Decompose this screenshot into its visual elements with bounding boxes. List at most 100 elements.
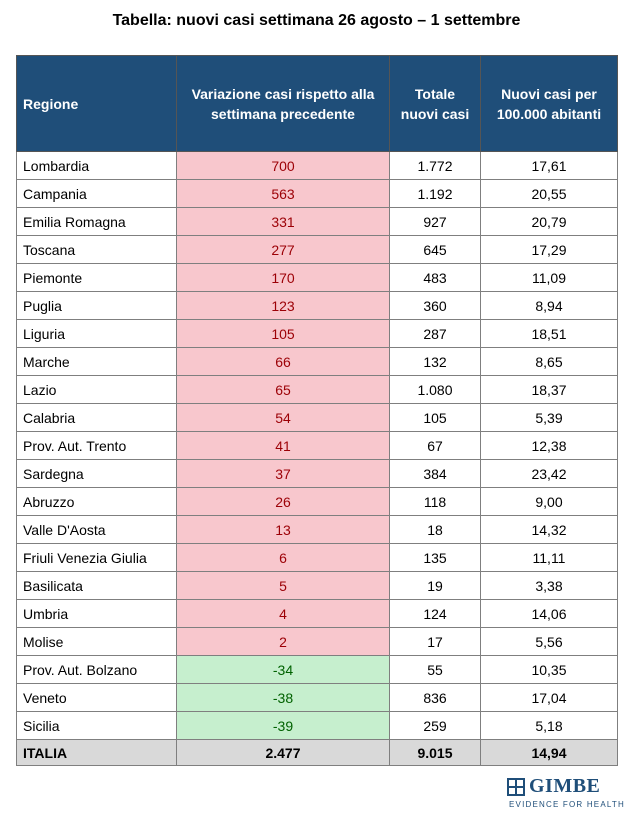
cell-variazione: 65 bbox=[176, 375, 390, 404]
cell-variazione: 6 bbox=[176, 543, 390, 572]
table-row: Lombardia 700 1.772 17,61 bbox=[16, 151, 618, 180]
cell-totale: 19 bbox=[389, 571, 481, 600]
cell-per100k: 20,55 bbox=[480, 179, 618, 208]
table-row: Prov. Aut. Bolzano -34 55 10,35 bbox=[16, 655, 618, 684]
cell-variazione: 26 bbox=[176, 487, 390, 516]
cell-variazione: 41 bbox=[176, 431, 390, 460]
cell-regione: Prov. Aut. Bolzano bbox=[16, 655, 177, 684]
cell-regione: Liguria bbox=[16, 319, 177, 348]
cell-regione: Friuli Venezia Giulia bbox=[16, 543, 177, 572]
table-row: Abruzzo 26 118 9,00 bbox=[16, 487, 618, 516]
cell-regione: Lazio bbox=[16, 375, 177, 404]
table-row: Marche 66 132 8,65 bbox=[16, 347, 618, 376]
cell-variazione: 5 bbox=[176, 571, 390, 600]
logo-name: GIMBE bbox=[529, 775, 601, 797]
cell-per100k: 10,35 bbox=[480, 655, 618, 684]
cell-regione: Campania bbox=[16, 179, 177, 208]
cell-variazione: 66 bbox=[176, 347, 390, 376]
cell-regione: Valle D'Aosta bbox=[16, 515, 177, 544]
cell-regione: Marche bbox=[16, 347, 177, 376]
cell-totale: 17 bbox=[389, 627, 481, 656]
cell-per100k: 5,39 bbox=[480, 403, 618, 432]
cell-totale: 135 bbox=[389, 543, 481, 572]
cell-per100k: 3,38 bbox=[480, 571, 618, 600]
table-row: Emilia Romagna 331 927 20,79 bbox=[16, 207, 618, 236]
cell-per100k: 9,00 bbox=[480, 487, 618, 516]
total-variazione: 2.477 bbox=[176, 739, 390, 766]
cell-totale: 287 bbox=[389, 319, 481, 348]
cell-variazione: -38 bbox=[176, 683, 390, 712]
cell-per100k: 11,09 bbox=[480, 263, 618, 292]
cell-variazione: 563 bbox=[176, 179, 390, 208]
total-totale: 9.015 bbox=[389, 739, 481, 766]
cell-per100k: 5,18 bbox=[480, 711, 618, 740]
cell-per100k: 14,32 bbox=[480, 515, 618, 544]
cell-totale: 55 bbox=[389, 655, 481, 684]
cell-per100k: 8,65 bbox=[480, 347, 618, 376]
cell-regione: Emilia Romagna bbox=[16, 207, 177, 236]
cell-totale: 836 bbox=[389, 683, 481, 712]
cell-regione: Veneto bbox=[16, 683, 177, 712]
cell-totale: 67 bbox=[389, 431, 481, 460]
table-row: Sardegna 37 384 23,42 bbox=[16, 459, 618, 488]
table-row: Puglia 123 360 8,94 bbox=[16, 291, 618, 320]
cell-per100k: 18,51 bbox=[480, 319, 618, 348]
cell-variazione: 170 bbox=[176, 263, 390, 292]
cell-variazione: 700 bbox=[176, 151, 390, 180]
header-per100k: Nuovi casi per 100.000 abitanti bbox=[480, 55, 618, 152]
cell-totale: 384 bbox=[389, 459, 481, 488]
gimbe-logo: GIMBE EVIDENCE FOR HEALTH bbox=[507, 775, 624, 812]
table-body: Lombardia 700 1.772 17,61 Campania 563 1.192 20… bbox=[16, 151, 618, 740]
cell-variazione: 123 bbox=[176, 291, 390, 320]
table-row: Friuli Venezia Giulia 6 135 11,11 bbox=[16, 543, 618, 572]
cell-regione: Sardegna bbox=[16, 459, 177, 488]
cell-totale: 483 bbox=[389, 263, 481, 292]
cell-regione: Umbria bbox=[16, 599, 177, 628]
logo-tagline: EVIDENCE FOR HEALTH bbox=[509, 800, 625, 809]
cell-regione: Basilicata bbox=[16, 571, 177, 600]
total-regione: ITALIA bbox=[16, 739, 177, 766]
cell-variazione: 13 bbox=[176, 515, 390, 544]
cell-regione: Calabria bbox=[16, 403, 177, 432]
table-row: Lazio 65 1.080 18,37 bbox=[16, 375, 618, 404]
cell-variazione: 37 bbox=[176, 459, 390, 488]
cell-totale: 118 bbox=[389, 487, 481, 516]
cell-variazione: 54 bbox=[176, 403, 390, 432]
cell-per100k: 12,38 bbox=[480, 431, 618, 460]
cell-per100k: 5,56 bbox=[480, 627, 618, 656]
covid-cases-table: Regione Variazione casi rispetto alla se… bbox=[16, 55, 618, 766]
cell-totale: 360 bbox=[389, 291, 481, 320]
table-row: Piemonte 170 483 11,09 bbox=[16, 263, 618, 292]
table-row: Toscana 277 645 17,29 bbox=[16, 235, 618, 264]
cell-variazione: 4 bbox=[176, 599, 390, 628]
table-row: Molise 2 17 5,56 bbox=[16, 627, 618, 656]
table-row: Veneto -38 836 17,04 bbox=[16, 683, 618, 712]
cell-per100k: 18,37 bbox=[480, 375, 618, 404]
cell-totale: 645 bbox=[389, 235, 481, 264]
cell-totale: 259 bbox=[389, 711, 481, 740]
cell-totale: 1.080 bbox=[389, 375, 481, 404]
header-totale: Totale nuovi casi bbox=[389, 55, 481, 152]
cell-per100k: 17,29 bbox=[480, 235, 618, 264]
cell-per100k: 23,42 bbox=[480, 459, 618, 488]
cell-regione: Piemonte bbox=[16, 263, 177, 292]
table-row: Campania 563 1.192 20,55 bbox=[16, 179, 618, 208]
cell-totale: 1.192 bbox=[389, 179, 481, 208]
cell-regione: Lombardia bbox=[16, 151, 177, 180]
header-regione: Regione bbox=[16, 55, 177, 152]
cell-variazione: -39 bbox=[176, 711, 390, 740]
cell-regione: Molise bbox=[16, 627, 177, 656]
table-row: Calabria 54 105 5,39 bbox=[16, 403, 618, 432]
cell-per100k: 14,06 bbox=[480, 599, 618, 628]
cell-variazione: 2 bbox=[176, 627, 390, 656]
cell-totale: 132 bbox=[389, 347, 481, 376]
cell-regione: Toscana bbox=[16, 235, 177, 264]
table-row: Prov. Aut. Trento 41 67 12,38 bbox=[16, 431, 618, 460]
cell-regione: Prov. Aut. Trento bbox=[16, 431, 177, 460]
cell-per100k: 11,11 bbox=[480, 543, 618, 572]
total-row: ITALIA 2.477 9.015 14,94 bbox=[16, 739, 618, 766]
cell-per100k: 20,79 bbox=[480, 207, 618, 236]
cell-totale: 124 bbox=[389, 599, 481, 628]
cell-regione: Sicilia bbox=[16, 711, 177, 740]
table-title: Tabella: nuovi casi settimana 26 agosto … bbox=[112, 12, 521, 29]
